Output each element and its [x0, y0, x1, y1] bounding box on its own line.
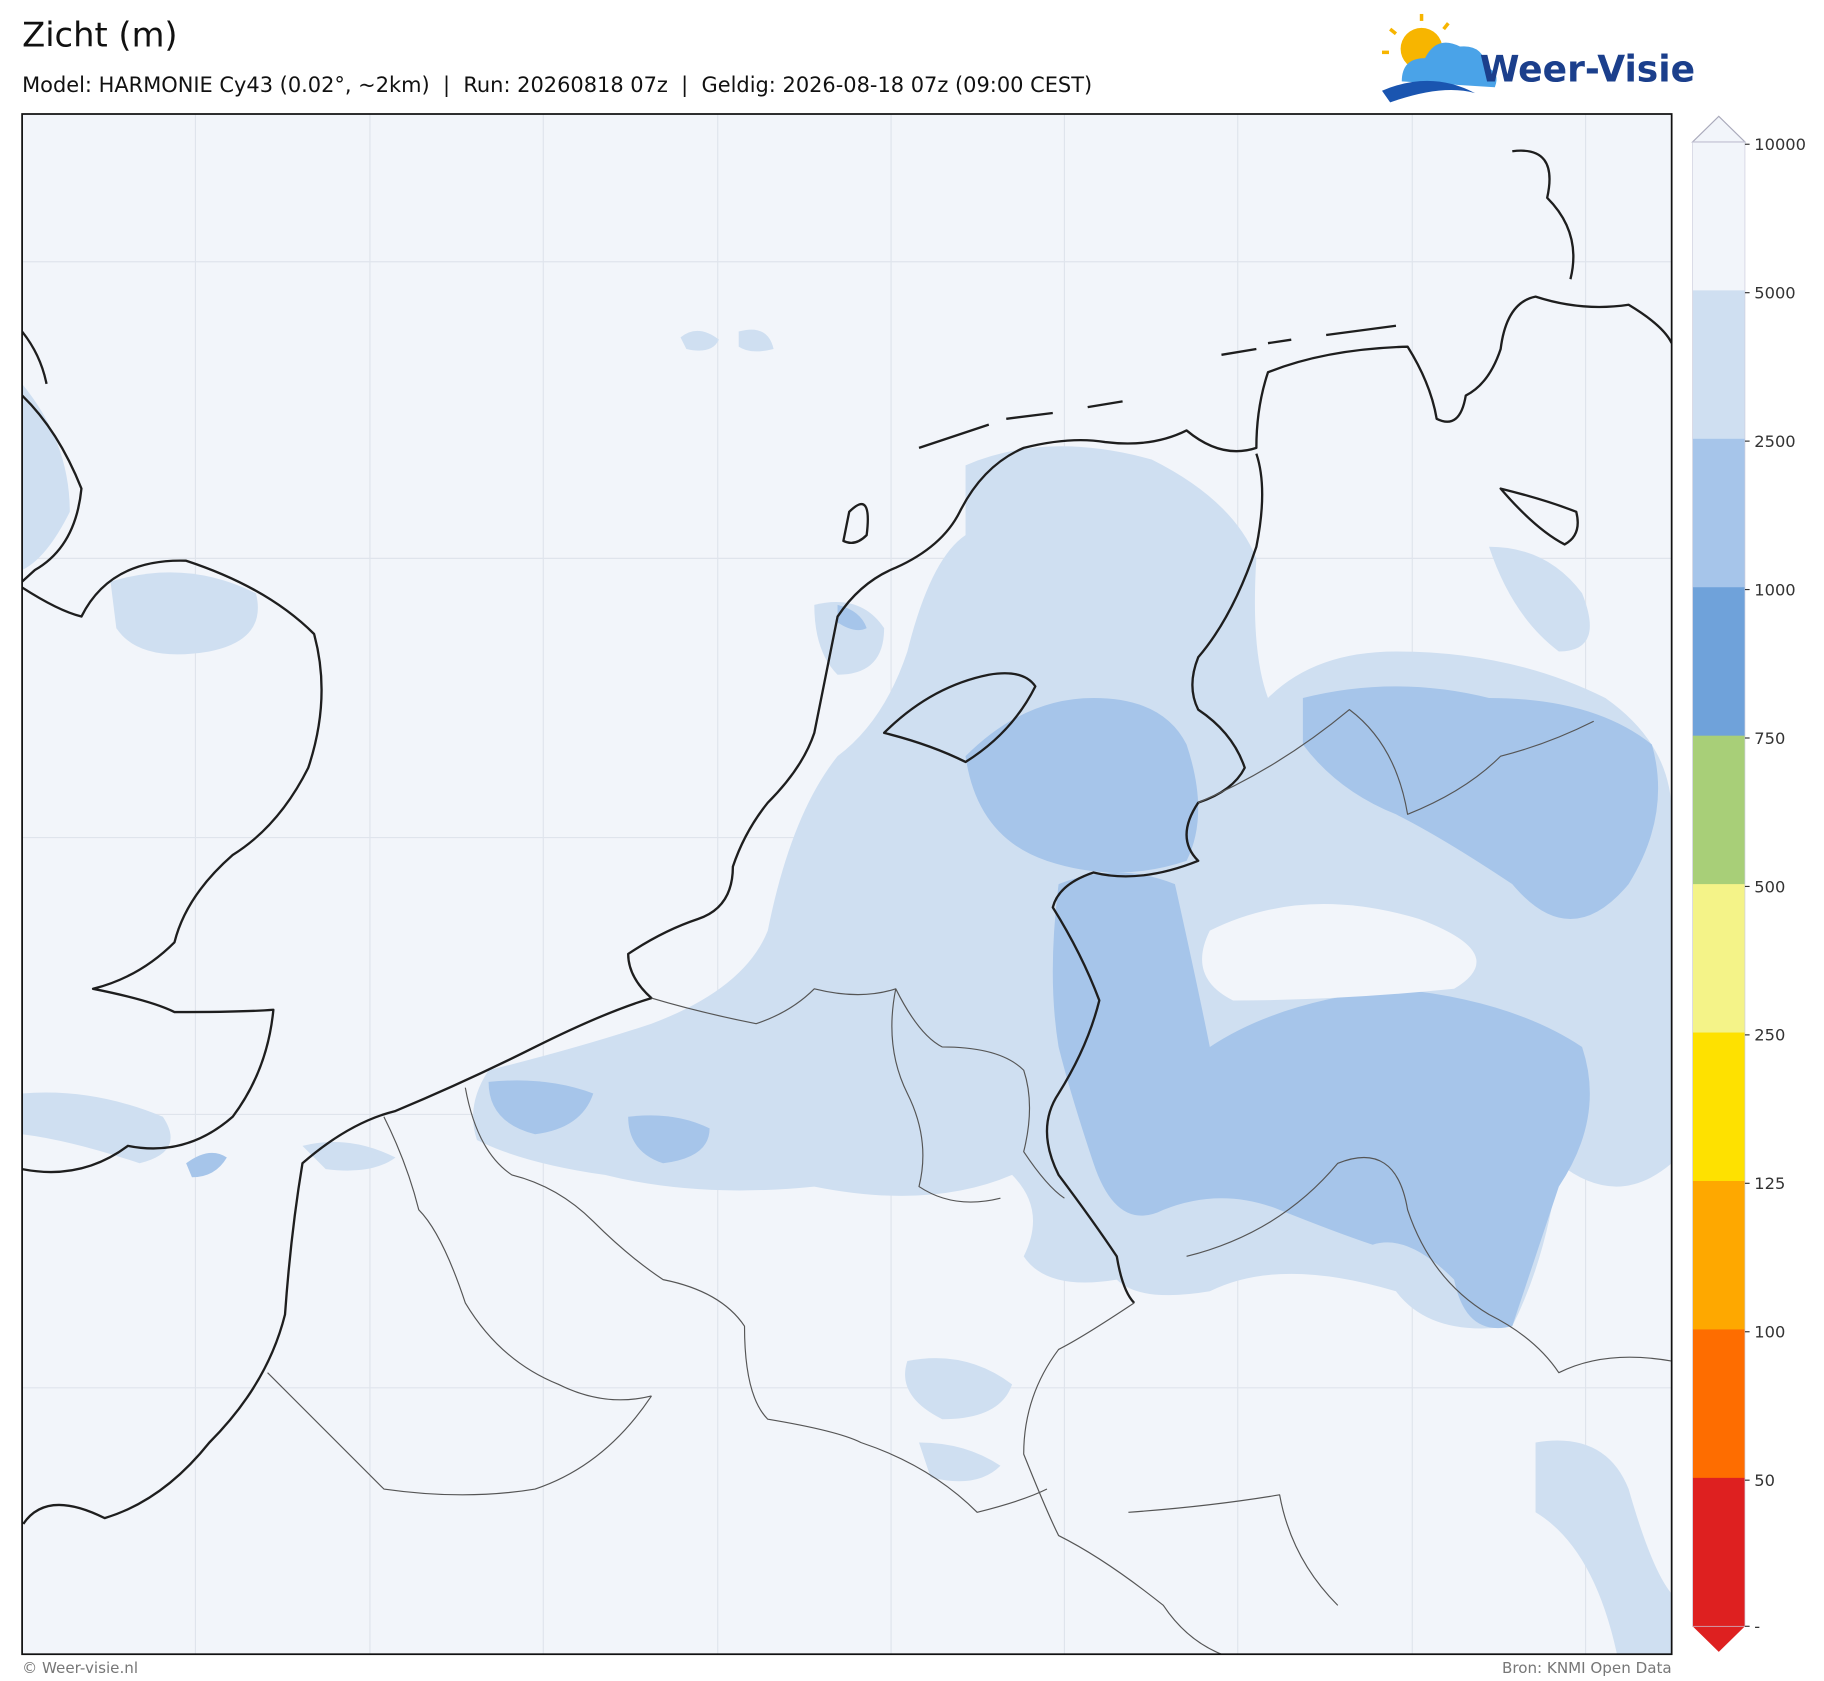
subtitle: Model: HARMONIE Cy43 (0.02°, ~2km) | Run…	[22, 73, 1092, 98]
footer-credit: © Weer-visie.nl	[22, 1659, 138, 1677]
map-frame	[21, 113, 1673, 1656]
map	[21, 113, 1673, 1656]
colorbar-segment	[1692, 735, 1745, 885]
colorbar-tick-label: -	[1754, 1617, 1760, 1636]
borders	[267, 709, 1672, 1655]
visibility-field	[22, 329, 1672, 1655]
scaled-layout: Zicht (m) Model: HARMONIE Cy43 (0.02°, ~…	[21, 13, 1806, 1677]
coastlines	[22, 149, 1672, 1525]
colorbar-segment	[1692, 587, 1745, 737]
logo-rays	[1382, 13, 1450, 55]
colorbar-tick-label: 2500	[1754, 432, 1795, 451]
logo-text: Weer-Visie	[1480, 48, 1695, 90]
colorbar-tick-label: 750	[1754, 729, 1785, 748]
colorbar-segment	[1692, 884, 1745, 1034]
colorbar-bottom-extend	[1692, 1626, 1745, 1652]
colorbar-segment	[1692, 1032, 1745, 1182]
logo: Weer-Visie	[1382, 13, 1695, 103]
colorbar-segment	[1692, 1180, 1745, 1331]
colorbar-segment	[1692, 141, 1745, 291]
logo-wave	[1382, 80, 1476, 103]
colorbar-tick-label: 250	[1754, 1026, 1785, 1045]
colorbar-tick-label: 5000	[1754, 284, 1795, 303]
colorbar-segment	[1692, 290, 1745, 440]
colorbar-segment	[1692, 438, 1745, 588]
colorbar-tick-label: 125	[1754, 1174, 1785, 1193]
title: Zicht (m)	[22, 16, 177, 55]
colorbar-tick-label: 500	[1754, 877, 1785, 896]
colorbar-top-extend	[1691, 115, 1747, 143]
colorbar-tick-label: 50	[1754, 1471, 1775, 1490]
colorbar-tick-label: 10000	[1754, 135, 1806, 154]
colorbar-segment	[1692, 1329, 1745, 1479]
colorbar-tick-label: 1000	[1754, 580, 1795, 599]
logo-cloud	[1401, 42, 1497, 88]
colorbar: 10000 5000 2500 1000 750 500 250 125 100 50 -	[1691, 115, 1806, 1652]
colorbar-frame	[1692, 141, 1746, 1627]
colorbar-segment	[1692, 1477, 1745, 1627]
colorbar-tick-label: 100	[1754, 1323, 1785, 1342]
footer-source: Bron: KNMI Open Data	[1502, 1659, 1672, 1677]
